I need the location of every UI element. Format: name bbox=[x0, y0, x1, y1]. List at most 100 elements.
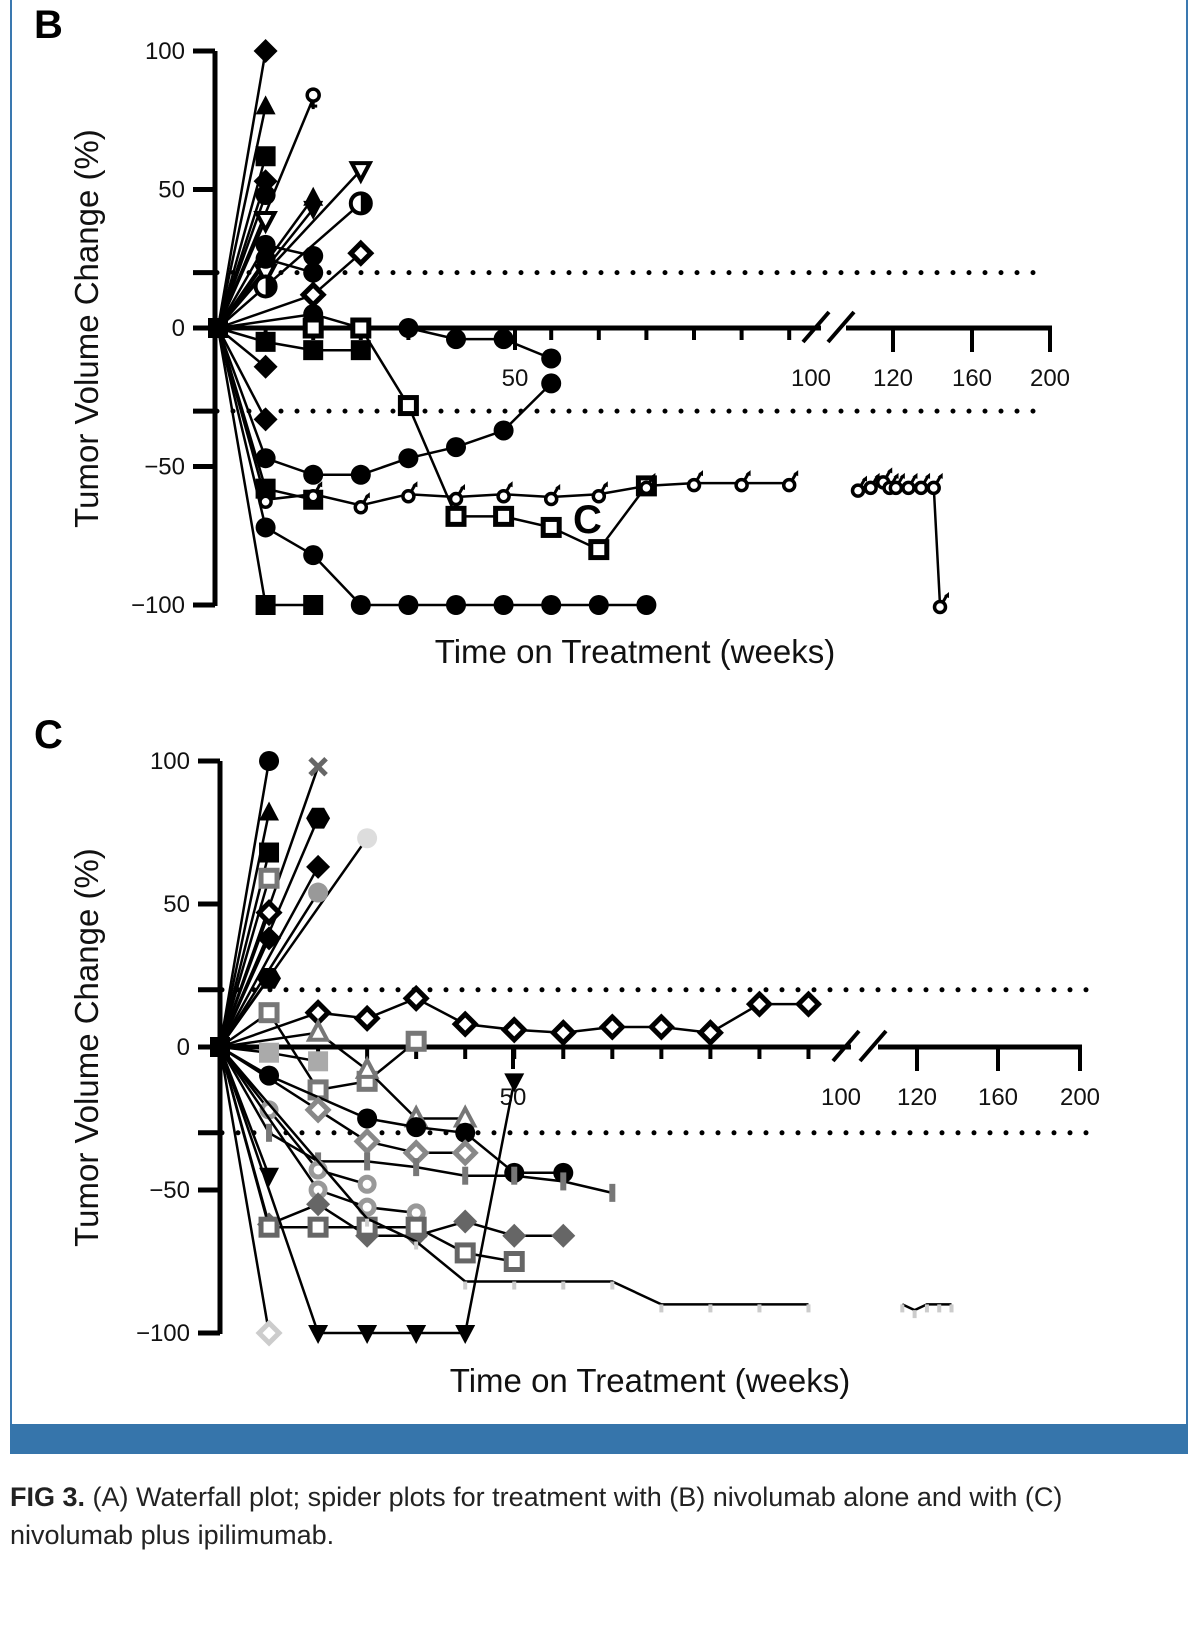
marker-filled-circle bbox=[350, 595, 371, 615]
marker-male-symbol-head bbox=[793, 470, 799, 477]
y-tick-label: 100 bbox=[145, 38, 185, 65]
marker-filled-circle bbox=[455, 1122, 476, 1143]
marker-male-symbol bbox=[496, 488, 511, 504]
marker-filled-square bbox=[350, 340, 371, 361]
marker-male-symbol-head bbox=[602, 481, 608, 488]
marker-male-symbol bbox=[913, 480, 929, 496]
marker-open-diamond bbox=[549, 1019, 577, 1047]
marker-filled-circle bbox=[541, 373, 562, 394]
marker-open-diamond bbox=[255, 1319, 283, 1347]
marker-open-square bbox=[350, 317, 372, 339]
marker-light-dash bbox=[610, 1281, 615, 1290]
marker-filled-circle bbox=[493, 329, 514, 350]
series-line bbox=[217, 326, 361, 352]
series-line bbox=[216, 327, 647, 607]
marker-filled-circle bbox=[357, 828, 378, 849]
marker-male-symbol-head bbox=[893, 472, 899, 479]
series-b23 bbox=[208, 318, 657, 615]
marker-male-symbol bbox=[258, 494, 273, 509]
axis-break-mark bbox=[826, 310, 856, 344]
series-line bbox=[216, 327, 267, 420]
marker-open-circle bbox=[308, 1160, 328, 1180]
marker-male-symbol-head bbox=[944, 592, 949, 598]
marker-open-square bbox=[258, 1002, 280, 1024]
marker-male-symbol bbox=[781, 477, 797, 493]
x-tick-label: 200 bbox=[1060, 1084, 1100, 1111]
marker-open-square bbox=[258, 1216, 280, 1238]
axis-break-mark bbox=[858, 1029, 888, 1063]
marker-male-symbol-head bbox=[412, 481, 418, 488]
marker-filled-triangle bbox=[259, 801, 280, 821]
marker-filled-diamond bbox=[306, 1192, 331, 1217]
marker-vertical-bar bbox=[413, 1158, 420, 1177]
marker-vertical-bar bbox=[560, 1172, 567, 1191]
marker-open-diamond bbox=[451, 1010, 479, 1038]
marker-filled-triangle-down bbox=[504, 1073, 525, 1093]
marker-male-symbol bbox=[901, 480, 916, 496]
marker-male-symbol bbox=[591, 488, 607, 504]
marker-male-symbol-head bbox=[507, 481, 513, 488]
marker-filled-circle bbox=[255, 448, 276, 469]
marker-open-diamond bbox=[304, 1096, 332, 1124]
marker-filled-circle bbox=[255, 517, 276, 538]
y-tick-label: 50 bbox=[163, 891, 190, 918]
marker-male-symbol-head bbox=[460, 483, 465, 490]
y-tick-label: 50 bbox=[158, 177, 185, 204]
panel-letter: B bbox=[34, 3, 63, 47]
y-axis-title: Tumor Volume Change (%) bbox=[68, 848, 105, 1247]
marker-half-circle-half bbox=[265, 276, 276, 297]
x-tick-label: 100 bbox=[791, 365, 831, 392]
marker-filled-square bbox=[303, 340, 324, 361]
x-tick-label: 200 bbox=[1030, 365, 1070, 392]
marker-open-triangle-down bbox=[348, 161, 374, 185]
series-line bbox=[219, 1046, 368, 1186]
marker-light-dash bbox=[806, 1304, 811, 1313]
marker-filled-square bbox=[255, 595, 276, 615]
marker-open-square bbox=[454, 1242, 476, 1264]
marker-light-dash bbox=[365, 1218, 370, 1227]
x-tick-label: 100 bbox=[821, 1084, 861, 1111]
marker-filled-circle bbox=[357, 1108, 378, 1129]
marker-male-symbol bbox=[932, 599, 948, 615]
panel-letter: C bbox=[34, 713, 63, 757]
series-line bbox=[218, 877, 271, 1048]
marker-open-square bbox=[540, 516, 562, 538]
marker-open-diamond bbox=[347, 239, 375, 267]
marker-filled-diamond bbox=[253, 407, 278, 432]
marker-light-dash bbox=[924, 1304, 929, 1313]
marker-filled-circle bbox=[446, 329, 466, 350]
marker-open-triangle bbox=[305, 1018, 331, 1042]
axis-break-mark bbox=[831, 1029, 861, 1063]
series-line bbox=[218, 760, 271, 1048]
marker-filled-diamond bbox=[306, 854, 331, 879]
series-line bbox=[216, 327, 942, 606]
marker-male-symbol-head bbox=[364, 492, 370, 499]
marker-half-circle-half bbox=[360, 193, 371, 214]
marker-light-dash bbox=[937, 1304, 942, 1313]
marker-filled-triangle bbox=[255, 95, 276, 115]
marker-filled-square bbox=[259, 1042, 280, 1063]
marker-open-diamond bbox=[745, 990, 773, 1018]
marker-open-diamond bbox=[402, 984, 430, 1012]
caption-label: FIG 3. bbox=[10, 1482, 86, 1512]
marker-open-square bbox=[493, 505, 515, 527]
marker-filled-circle bbox=[398, 448, 419, 469]
marker-open-square bbox=[405, 1030, 427, 1052]
marker-open-diamond bbox=[696, 1019, 724, 1047]
x-axis-title: Time on Treatment (weeks) bbox=[450, 1362, 850, 1399]
marker-filled-diamond bbox=[253, 39, 278, 63]
y-tick-label: −50 bbox=[144, 454, 185, 481]
marker-male-symbol-head bbox=[912, 472, 918, 479]
marker-open-circle bbox=[357, 1197, 377, 1217]
marker-filled-circle bbox=[493, 420, 514, 441]
marker-light-dash bbox=[512, 1281, 517, 1290]
marker-male-symbol bbox=[543, 491, 559, 507]
y-tick-label: −50 bbox=[149, 1177, 190, 1204]
series-b22 bbox=[208, 318, 949, 615]
baseline-marker bbox=[210, 1037, 230, 1057]
marker-light-dash bbox=[463, 1281, 468, 1290]
marker-filled-circle bbox=[308, 882, 329, 903]
marker-light-dash bbox=[708, 1304, 713, 1313]
y-axis-title: Tumor Volume Change (%) bbox=[68, 129, 105, 528]
